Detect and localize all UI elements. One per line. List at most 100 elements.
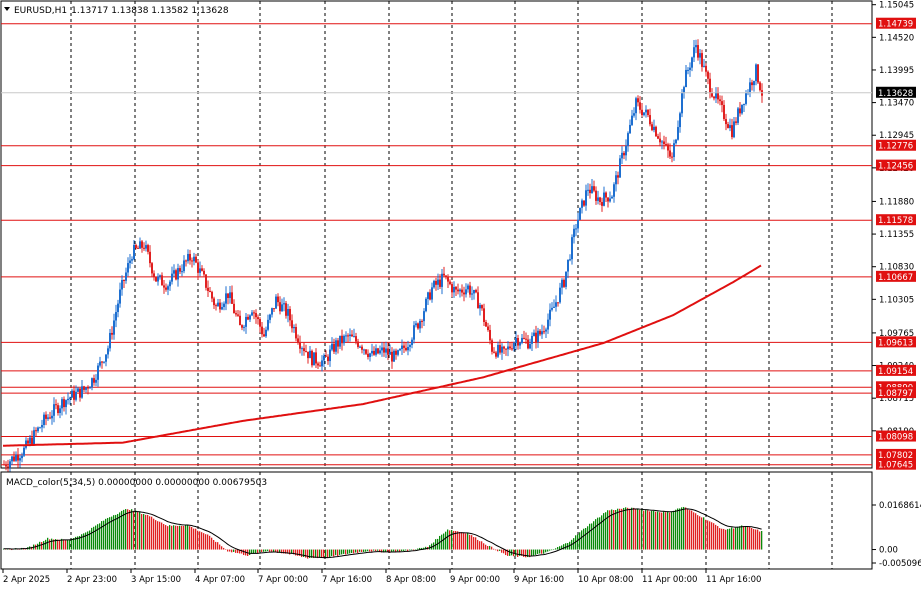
candle-body <box>429 292 431 300</box>
macd-bar <box>337 549 339 557</box>
macd-bar <box>153 518 155 550</box>
macd-panel[interactable]: MACD_color(5,34,5) 0.00000000 0.00000000… <box>0 471 873 570</box>
candle-body <box>479 305 481 309</box>
macd-bar <box>195 528 197 550</box>
price-panel[interactable]: EURUSD,H1 1.13717 1.13838 1.13582 1.13628 <box>0 0 873 474</box>
time-tick-label: 7 Apr 00:00 <box>258 575 308 585</box>
candle-body <box>415 323 417 326</box>
macd-bar <box>649 511 651 550</box>
macd-bar <box>715 524 717 550</box>
macd-bar <box>515 549 517 556</box>
macd-bar <box>345 549 347 555</box>
candle-body <box>699 53 701 58</box>
candle-body <box>107 348 109 355</box>
macd-bar <box>95 525 97 550</box>
candle-body <box>735 121 737 123</box>
macd-bar <box>179 525 181 550</box>
macd-bar <box>529 549 531 558</box>
candle-body <box>359 346 361 348</box>
candle-body <box>469 285 471 295</box>
macd-bar <box>171 525 173 550</box>
candle-body <box>509 346 511 349</box>
candle-body <box>219 302 221 310</box>
macd-bar <box>351 549 353 554</box>
macd-bar <box>625 507 627 550</box>
candle-body <box>713 96 715 99</box>
horizontal-levels <box>1 23 872 466</box>
candle-body <box>527 339 529 349</box>
candle-body <box>149 251 151 264</box>
time-tick-label: 9 Apr 16:00 <box>514 575 564 585</box>
candle-body <box>403 345 405 348</box>
candle-body <box>553 306 555 308</box>
macd-bar <box>293 549 295 555</box>
macd-bar <box>475 537 477 550</box>
candle-body <box>339 335 341 347</box>
candle-body <box>161 275 163 286</box>
macd-bar <box>577 534 579 550</box>
macd-bar <box>237 549 239 554</box>
macd-bar <box>233 549 235 552</box>
candle-body <box>491 340 493 352</box>
macd-bar <box>527 549 529 558</box>
macd-bar <box>523 549 525 557</box>
candle-body <box>673 143 675 158</box>
candle-body <box>661 141 663 143</box>
macd-bar <box>181 525 183 550</box>
candle-body <box>243 326 245 328</box>
candle-body <box>153 273 155 277</box>
candle-body <box>293 327 295 329</box>
candle-body <box>617 175 619 178</box>
macd-bar <box>641 509 643 550</box>
macd-bar <box>645 510 647 550</box>
candle-body <box>331 343 333 350</box>
candle-body <box>103 361 105 363</box>
macd-bar <box>193 528 195 550</box>
candle-body <box>551 307 553 310</box>
candle-body <box>297 338 299 343</box>
macd-bar <box>25 548 27 550</box>
macd-bar <box>373 549 375 551</box>
candle-body <box>197 262 199 273</box>
candle-body <box>611 196 613 199</box>
macd-bar <box>479 541 481 550</box>
candle-body <box>387 348 389 355</box>
candle-body <box>489 329 491 341</box>
dropdown-triangle-icon[interactable] <box>4 7 10 11</box>
macd-bar <box>285 549 287 554</box>
macd-bar <box>121 510 123 550</box>
candle-body <box>471 293 473 295</box>
macd-bar <box>721 528 723 550</box>
candle-body <box>177 268 179 280</box>
macd-bar <box>75 536 77 550</box>
macd-bar <box>107 517 109 550</box>
time-tick-label: 8 Apr 08:00 <box>386 575 436 585</box>
macd-bar <box>549 549 551 551</box>
candle-body <box>367 353 369 357</box>
candle-body <box>181 271 183 273</box>
current-price-tag: 1.13628 <box>878 89 913 99</box>
candle-body <box>463 292 465 295</box>
macd-bar <box>667 511 669 550</box>
candle-body <box>35 430 37 432</box>
candle-body <box>447 276 449 282</box>
candle-body <box>3 464 5 466</box>
macd-bar <box>417 548 419 550</box>
macd-bar <box>737 527 739 550</box>
macd-bar <box>477 539 479 550</box>
macd-bar <box>559 546 561 550</box>
candle-body <box>687 69 689 71</box>
macd-bar <box>235 549 237 553</box>
macd-bar <box>761 530 763 550</box>
macd-bar <box>457 531 459 550</box>
macd-bar <box>757 529 759 550</box>
candle-body <box>421 320 423 322</box>
candle-body <box>99 361 101 366</box>
candle-body <box>51 415 53 419</box>
candle-body <box>349 334 351 337</box>
candle-body <box>179 268 181 272</box>
candle-body <box>715 92 717 99</box>
candle-body <box>315 352 317 364</box>
level-price-tags: 1.14739 1.12776 1.12456 1.11578 1.10667 1.096… <box>876 17 916 471</box>
